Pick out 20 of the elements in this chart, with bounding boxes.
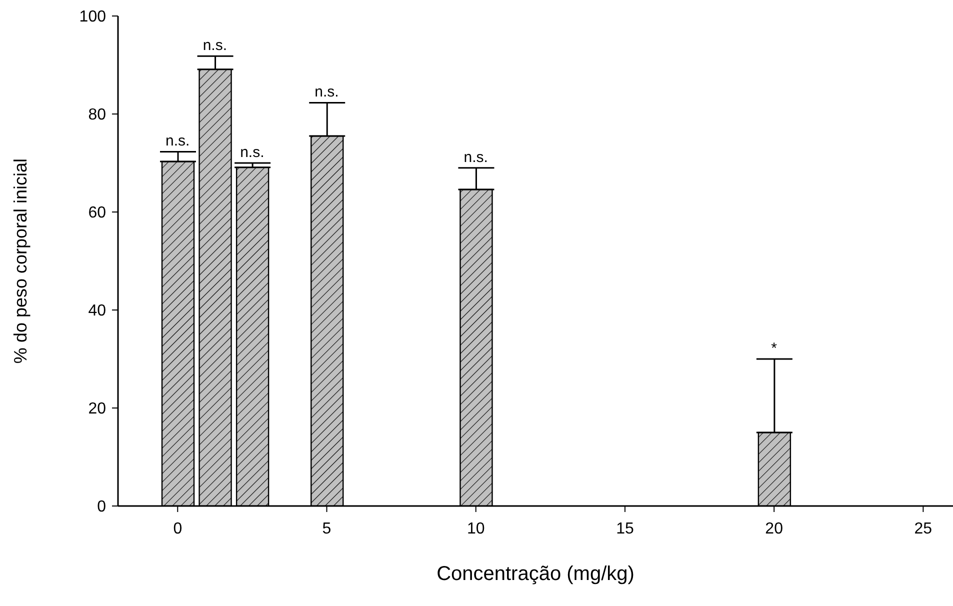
x-tick-label: 20 <box>765 520 784 538</box>
x-tick-label: 0 <box>173 520 182 538</box>
y-tick-label: 80 <box>88 106 106 124</box>
x-tick-label: 10 <box>466 520 485 538</box>
x-tick-label: 5 <box>322 520 332 538</box>
annotation: n.s. <box>314 84 339 101</box>
y-tick-label: 0 <box>97 498 106 516</box>
x-tick-label: 15 <box>616 520 634 538</box>
y-axis-title: % do peso corporal inicial <box>10 158 30 364</box>
y-tick-label: 60 <box>88 204 106 222</box>
y-tick-label: 100 <box>79 8 106 26</box>
annotation: n.s. <box>202 37 228 54</box>
x-axis-title: Concentração (mg/kg) <box>436 563 634 585</box>
annotation: n.s. <box>464 148 488 166</box>
annotation: n.s. <box>166 132 190 150</box>
annotation: n.s. <box>240 144 264 161</box>
y-tick-label: 40 <box>88 302 106 320</box>
annotation: * <box>771 340 778 357</box>
y-tick-label: 20 <box>88 400 106 418</box>
x-tick-label: 25 <box>914 520 932 538</box>
